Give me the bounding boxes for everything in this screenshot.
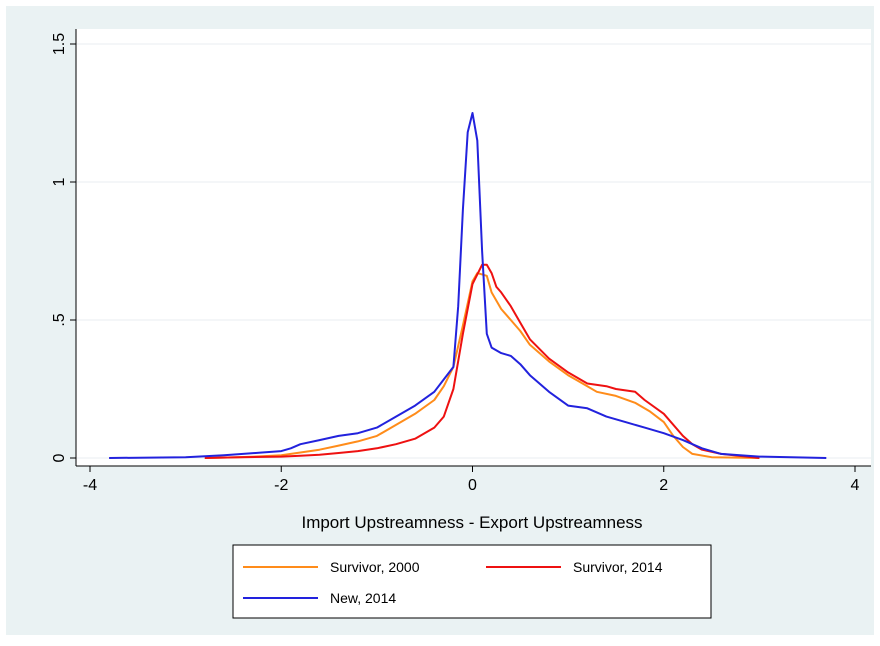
- x-tick-label: 4: [851, 477, 860, 494]
- series-line-survivor-2000: [204, 272, 760, 459]
- plot-area: [76, 29, 871, 466]
- y-tick-label: .5: [51, 313, 68, 326]
- axes: [75, 29, 871, 467]
- x-tick-label: -2: [274, 477, 288, 494]
- y-ticks: 0 .5 1 1.5: [51, 33, 76, 462]
- x-axis-label: Import Upstreamness - Export Upstreamnes…: [301, 513, 642, 532]
- legend-label-new-2014: New, 2014: [330, 590, 396, 606]
- y-tick-label: 0: [51, 453, 68, 462]
- x-ticks: -4 -2 0 2 4: [83, 466, 860, 494]
- y-tick-label: 1.5: [51, 33, 68, 55]
- legend-label-survivor-2000: Survivor, 2000: [330, 559, 420, 575]
- x-tick-label: 2: [659, 477, 668, 494]
- y-tick-label: 1: [51, 177, 68, 186]
- series-line-survivor-2014: [204, 263, 760, 459]
- series-lines: [109, 112, 827, 459]
- legend-box: [232, 544, 712, 619]
- x-tick-label: 0: [468, 477, 477, 494]
- series-line-new-2014: [109, 112, 827, 459]
- legend: Survivor, 2000 Survivor, 2014 New, 2014: [232, 544, 712, 619]
- x-tick-label: -4: [83, 477, 97, 494]
- legend-label-survivor-2014: Survivor, 2014: [573, 559, 663, 575]
